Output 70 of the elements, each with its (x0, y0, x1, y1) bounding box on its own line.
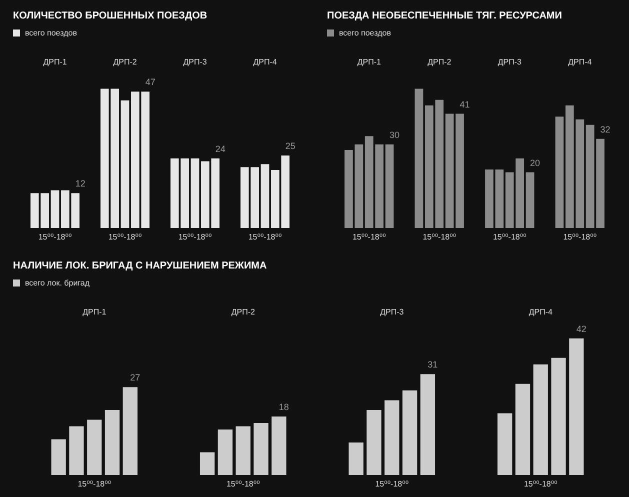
x-tick-label: ДРП-2 (428, 58, 452, 66)
bar (348, 442, 364, 475)
x-tick-label: ДРП-3 (498, 58, 522, 66)
x-tick-label: ДРП-3 (183, 58, 208, 66)
text: 15⁰⁰-18⁰⁰ (524, 480, 558, 488)
bar (272, 416, 286, 475)
bar (254, 422, 268, 475)
chart-title: КОЛИЧЕСТВО БРОШЕННЫХ ПОЕЗДОВ (13, 10, 208, 22)
bar (120, 100, 130, 228)
data-label: 47 (145, 77, 156, 88)
text: 15⁰⁰-18⁰⁰ (178, 232, 212, 242)
bar (51, 439, 66, 475)
text: 15⁰⁰-18⁰⁰ (226, 480, 260, 488)
text: 15⁰⁰-18⁰⁰ (492, 232, 526, 242)
bar (551, 358, 566, 475)
bar (497, 413, 512, 475)
legend-label: всего поездов (339, 28, 391, 38)
bar (236, 426, 250, 475)
bar (87, 420, 102, 475)
x-tick-label: ДРП-4 (528, 308, 553, 316)
x-tick-label: ДРП-2 (231, 308, 256, 316)
chart-title: ПОЕЗДА НЕОБЕСПЕЧЕННЫЕ ТЯГ. РЕСУРСАМИ (327, 10, 562, 22)
legend-label: всего лок. бригад (25, 278, 90, 288)
bar (385, 144, 394, 228)
x-tick-label: ДРП-3 (380, 308, 404, 316)
bar (50, 190, 60, 228)
bar (384, 400, 400, 475)
data-label: 31 (428, 360, 438, 370)
bar (218, 429, 233, 475)
bar (69, 426, 84, 475)
text: 15⁰⁰-18⁰⁰ (38, 232, 72, 242)
text: 15⁰⁰-18⁰⁰ (108, 232, 142, 242)
bar (122, 387, 138, 475)
data-label: 41 (460, 99, 470, 110)
bar (260, 164, 270, 228)
bar (200, 452, 215, 475)
x-tick-label: ДРП-4 (253, 58, 278, 66)
data-label: 27 (130, 372, 140, 383)
text: 15⁰⁰-18⁰⁰ (563, 232, 597, 242)
bar (104, 410, 120, 475)
text: 15⁰⁰-18⁰⁰ (422, 232, 456, 242)
bar (402, 390, 418, 475)
x-tick-label: ДРП-1 (43, 58, 68, 66)
text: 15⁰⁰-18⁰⁰ (248, 232, 282, 242)
bar (555, 116, 564, 228)
data-label: 30 (390, 130, 400, 140)
bar (526, 172, 534, 228)
bar (533, 364, 548, 475)
text: 15⁰⁰-18⁰⁰ (375, 480, 409, 488)
data-label: 20 (530, 158, 540, 168)
data-label: 18 (278, 402, 289, 412)
data-label: 24 (215, 144, 226, 154)
legend-label: всего поездов (25, 28, 77, 38)
text: 15⁰⁰-18⁰⁰ (78, 480, 112, 488)
x-tick-label: ДРП-1 (82, 308, 107, 316)
text: 15⁰⁰-18⁰⁰ (352, 232, 386, 242)
data-label: 32 (600, 124, 610, 134)
x-tick-label: ДРП-1 (357, 58, 382, 66)
data-label: 12 (75, 178, 86, 189)
bar (420, 374, 436, 475)
bar (414, 88, 424, 228)
x-tick-label: ДРП-4 (568, 58, 592, 66)
data-label: 42 (576, 324, 586, 334)
bar (366, 410, 382, 475)
data-label: 25 (285, 140, 296, 151)
bar (190, 158, 200, 228)
bar (515, 384, 530, 475)
bar (569, 338, 584, 475)
x-tick-label: ДРП-2 (113, 58, 138, 66)
chart-title: НАЛИЧИЕ ЛОК. БРИГАД С НАРУШЕНИЕМ РЕЖИМА (13, 260, 267, 272)
